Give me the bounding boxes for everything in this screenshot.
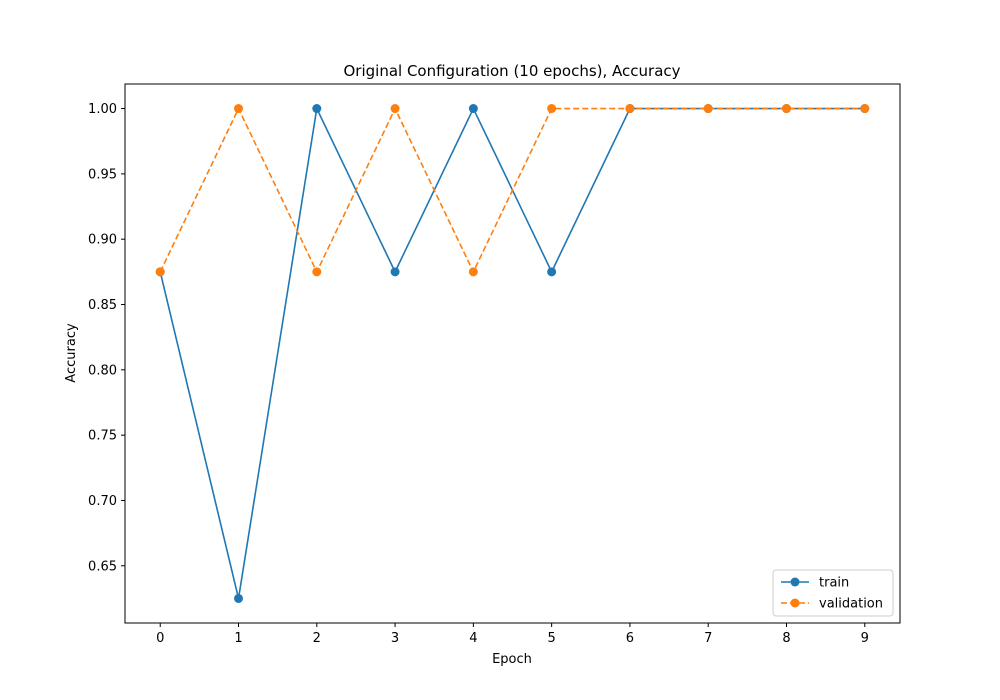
legend-label-train: train [819,576,849,591]
data-point-validation [468,267,478,277]
x-tick-label: 5 [548,631,556,646]
data-point-validation [155,267,165,277]
y-tick-label: 0.90 [88,233,117,248]
x-tick-label: 6 [626,631,634,646]
data-point-train [547,267,557,277]
x-axis-ticks: 0 1 2 3 4 5 6 7 8 9 [156,623,869,646]
x-tick-label: 8 [782,631,790,646]
y-tick-label: 1.00 [88,102,117,117]
y-tick-label: 0.75 [88,429,117,444]
data-point-train [234,593,244,603]
series-layer [155,104,870,603]
x-tick-label: 9 [861,631,869,646]
y-tick-label: 0.95 [88,167,117,182]
data-point-validation [703,104,713,114]
y-tick-label: 0.85 [88,298,117,313]
data-point-validation [625,104,635,114]
x-tick-label: 7 [704,631,712,646]
y-tick-label: 0.80 [88,363,117,378]
data-point-validation [390,104,400,114]
legend-marker-train [790,577,800,587]
y-tick-label: 0.65 [88,559,117,574]
y-tick-label: 0.70 [88,494,117,509]
x-tick-label: 3 [391,631,399,646]
legend-marker-validation [790,598,800,608]
plot-frame [124,83,901,624]
x-tick-label: 4 [469,631,477,646]
x-tick-label: 2 [313,631,321,646]
data-point-train [468,104,478,114]
legend-label-validation: validation [819,597,883,612]
data-point-train [390,267,400,277]
data-point-validation [312,267,322,277]
data-point-validation [547,104,557,114]
data-point-validation [234,104,244,114]
y-axis-label: Accuracy [64,323,79,383]
x-tick-label: 0 [156,631,164,646]
series-line-validation [159,107,865,273]
x-axis-label: Epoch [492,652,532,667]
series-line-train [159,107,865,600]
legend: train validation [772,569,894,617]
x-tick-label: 1 [234,631,242,646]
data-point-validation [781,104,791,114]
y-axis-ticks: 0.65 0.70 0.75 0.80 0.85 0.90 0.95 1.00 [88,102,125,574]
chart-title: Original Configuration (10 epochs), Accu… [343,62,680,80]
data-point-validation [860,104,870,114]
data-point-train [312,104,322,114]
